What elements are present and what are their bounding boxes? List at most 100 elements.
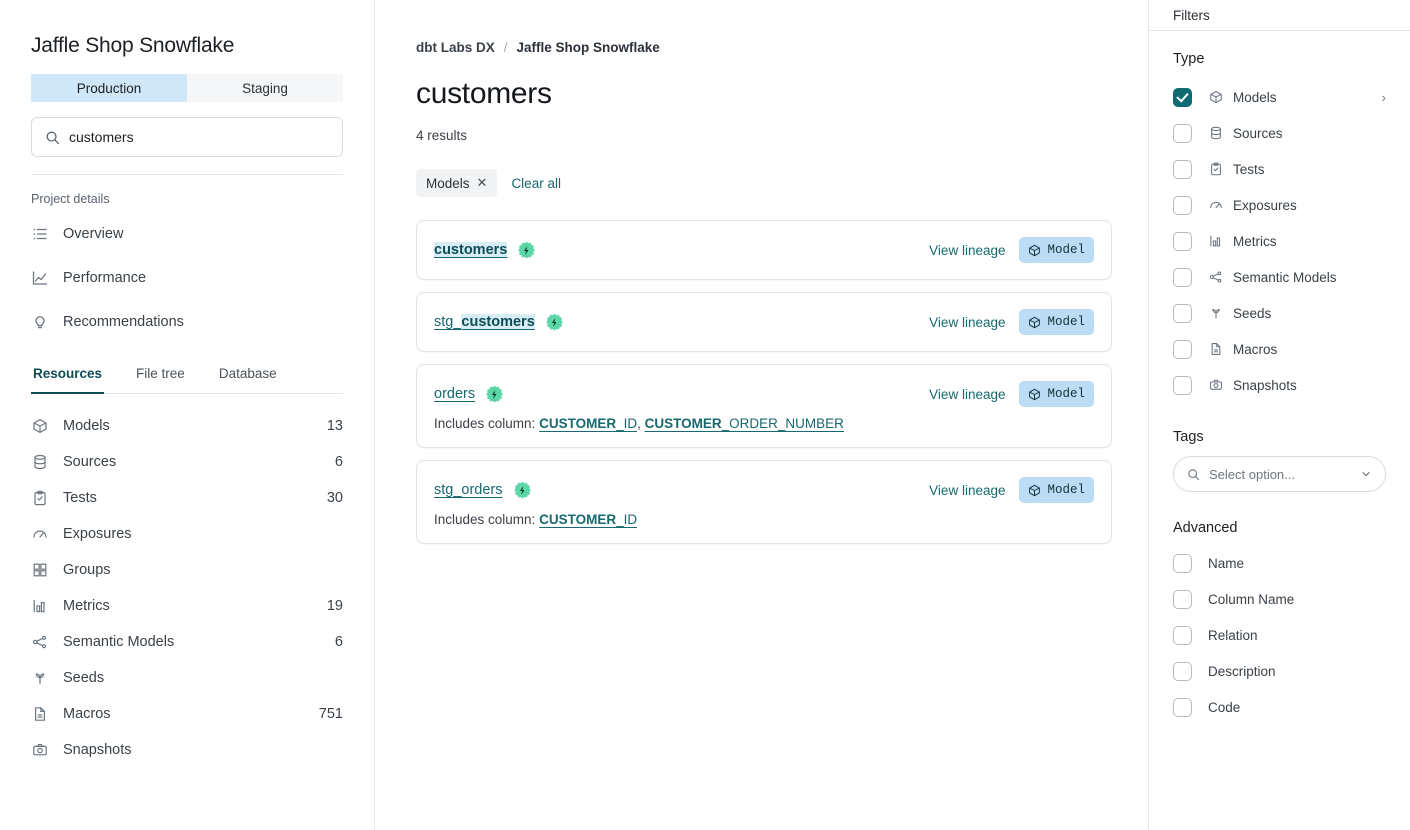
sidebar-item-recommendations[interactable]: Recommendations xyxy=(31,300,343,344)
resource-label: Seeds xyxy=(63,670,105,686)
checkbox[interactable] xyxy=(1173,195,1192,215)
result-name-prefix: stg_orders xyxy=(434,482,503,498)
column-link[interactable]: CUSTOMER_ID xyxy=(539,512,637,527)
resource-row-sources[interactable]: Sources 6 xyxy=(31,444,343,480)
chevron-right-icon[interactable]: › xyxy=(1381,89,1386,105)
result-name-link[interactable]: customers xyxy=(434,242,508,258)
checkbox[interactable] xyxy=(1173,159,1192,179)
filter-option-exposures[interactable]: Exposures xyxy=(1173,187,1386,223)
type-badge: Model xyxy=(1019,309,1094,335)
checkbox[interactable] xyxy=(1173,375,1192,395)
tab-file-tree[interactable]: File tree xyxy=(136,366,185,381)
breadcrumb-current[interactable]: Jaffle Shop Snowflake xyxy=(516,40,660,55)
health-bolt-icon xyxy=(517,241,536,260)
column-match: CUSTOMER xyxy=(644,416,722,431)
column-link[interactable]: CUSTOMER_ORDER_NUMBER xyxy=(645,416,844,431)
project-details-label: Project details xyxy=(31,192,110,206)
checkbox[interactable] xyxy=(1173,303,1192,323)
checkbox[interactable] xyxy=(1173,625,1192,645)
resource-count: 6 xyxy=(334,454,343,470)
checkbox[interactable] xyxy=(1173,87,1192,107)
clear-all-button[interactable]: Clear all xyxy=(511,175,561,191)
list-icon xyxy=(31,226,48,242)
filter-option-metrics[interactable]: Metrics xyxy=(1173,223,1386,259)
column-rest: _ORDER_NUMBER xyxy=(721,416,844,431)
checkbox[interactable] xyxy=(1173,661,1192,681)
cube-icon xyxy=(31,418,48,434)
result-card[interactable]: orders View lineage Model Includes colum… xyxy=(416,364,1112,448)
checkbox[interactable] xyxy=(1173,123,1192,143)
advanced-option-name[interactable]: Name xyxy=(1173,545,1386,581)
includes-columns: Includes column: CUSTOMER_ID xyxy=(434,512,1094,527)
resource-label: Semantic Models xyxy=(63,634,175,650)
view-lineage-button[interactable]: View lineage xyxy=(929,482,1006,498)
sidebar-item-label: Recommendations xyxy=(63,314,184,330)
env-tab-staging[interactable]: Staging xyxy=(187,74,343,102)
tab-database[interactable]: Database xyxy=(218,366,277,381)
resource-row-macros[interactable]: Macros 751 xyxy=(31,696,343,732)
view-lineage-button[interactable]: View lineage xyxy=(929,386,1006,402)
filter-option-macros[interactable]: Macros xyxy=(1173,331,1386,367)
close-icon[interactable]: ✕ xyxy=(476,175,488,190)
advanced-option-code[interactable]: Code xyxy=(1173,689,1386,725)
search-icon xyxy=(1187,468,1200,481)
view-lineage-button[interactable]: View lineage xyxy=(929,242,1006,258)
grid-icon xyxy=(31,562,48,578)
sidebar-search[interactable]: customers xyxy=(31,117,343,157)
result-card[interactable]: stg_ customers View lineage Model xyxy=(416,292,1112,352)
resource-count: 19 xyxy=(326,598,343,614)
result-name-link[interactable]: orders xyxy=(434,386,475,402)
type-badge: Model xyxy=(1019,477,1094,503)
resource-row-semantic-models[interactable]: Semantic Models 6 xyxy=(31,624,343,660)
filters-panel: Filters Type Models › Sources xyxy=(1148,0,1410,830)
checkbox[interactable] xyxy=(1173,589,1192,609)
filter-option-models[interactable]: Models › xyxy=(1173,79,1386,115)
checkbox[interactable] xyxy=(1173,339,1192,359)
resource-row-seeds[interactable]: Seeds xyxy=(31,660,343,696)
checkbox[interactable] xyxy=(1173,231,1192,251)
checkbox[interactable] xyxy=(1173,267,1192,287)
tags-select[interactable]: Select option... xyxy=(1173,456,1386,492)
resource-row-models[interactable]: Models 13 xyxy=(31,408,343,444)
resource-row-tests[interactable]: Tests 30 xyxy=(31,480,343,516)
filter-section-type-title: Type xyxy=(1173,51,1205,67)
resource-row-snapshots[interactable]: Snapshots xyxy=(31,732,343,768)
filter-option-snapshots[interactable]: Snapshots xyxy=(1173,367,1386,403)
result-name-link[interactable]: stg_ customers xyxy=(434,314,535,330)
includes-columns: Includes column: CUSTOMER_ID, CUSTOMER_O… xyxy=(434,416,1094,431)
column-link[interactable]: CUSTOMER_ID xyxy=(539,416,637,431)
resource-label: Models xyxy=(63,418,110,434)
view-lineage-button[interactable]: View lineage xyxy=(929,314,1006,330)
advanced-option-relation[interactable]: Relation xyxy=(1173,617,1386,653)
filter-option-seeds[interactable]: Seeds xyxy=(1173,295,1386,331)
filter-section-tags-title: Tags xyxy=(1173,429,1204,445)
result-name-link[interactable]: stg_orders xyxy=(434,482,503,498)
main-content: dbt Labs DX / Jaffle Shop Snowflake cust… xyxy=(375,0,1148,830)
sidebar-item-overview[interactable]: Overview xyxy=(31,212,343,256)
type-badge-label: Model xyxy=(1047,243,1085,257)
filter-option-sources[interactable]: Sources xyxy=(1173,115,1386,151)
sidebar-item-performance[interactable]: Performance xyxy=(31,256,343,300)
resource-tabs: Resources File tree Database xyxy=(31,358,343,394)
resource-row-metrics[interactable]: Metrics 19 xyxy=(31,588,343,624)
resource-row-exposures[interactable]: Exposures xyxy=(31,516,343,552)
result-name-prefix: stg_ xyxy=(434,314,462,330)
resource-row-groups[interactable]: Groups xyxy=(31,552,343,588)
seedling-icon xyxy=(1208,306,1224,320)
filter-chip-models[interactable]: Models ✕ xyxy=(416,169,498,197)
checkbox[interactable] xyxy=(1173,697,1192,717)
advanced-option-column-name[interactable]: Column Name xyxy=(1173,581,1386,617)
filter-option-semantic-models[interactable]: Semantic Models xyxy=(1173,259,1386,295)
advanced-option-label: Description xyxy=(1208,663,1276,679)
advanced-option-description[interactable]: Description xyxy=(1173,653,1386,689)
result-card[interactable]: stg_orders View lineage Model Includes c… xyxy=(416,460,1112,544)
env-tab-production[interactable]: Production xyxy=(31,74,187,102)
breadcrumb-root[interactable]: dbt Labs DX xyxy=(416,40,495,55)
checkbox[interactable] xyxy=(1173,553,1192,573)
tab-resources[interactable]: Resources xyxy=(31,358,105,394)
resource-count: 6 xyxy=(334,634,343,650)
result-card[interactable]: customers View lineage Model xyxy=(416,220,1112,280)
filter-option-tests[interactable]: Tests xyxy=(1173,151,1386,187)
chevron-down-icon[interactable] xyxy=(1360,468,1372,480)
advanced-option-label: Relation xyxy=(1208,627,1258,643)
